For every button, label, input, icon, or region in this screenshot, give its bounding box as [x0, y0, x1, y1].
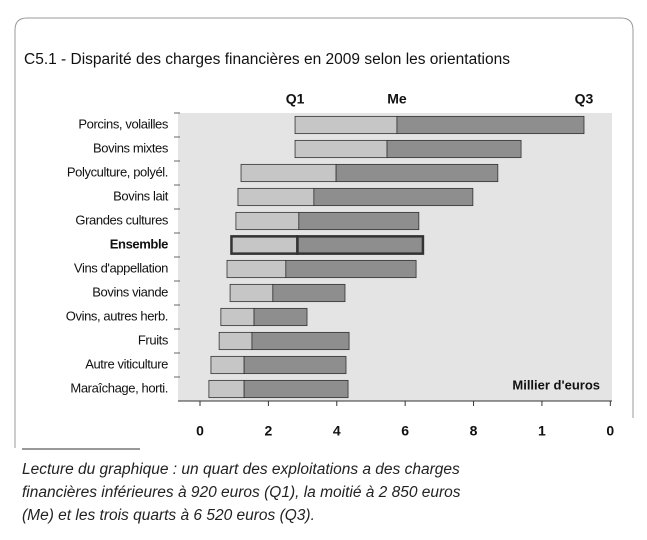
- x-tick-label: 2: [264, 423, 272, 439]
- legend-label: Me: [387, 91, 407, 107]
- x-tick-label: 4: [333, 423, 341, 439]
- category-label: Autre viticulture: [85, 356, 168, 371]
- bar-segment: [296, 235, 425, 255]
- x-tick-label: 8: [470, 423, 478, 439]
- category-label: Bovins lait: [113, 188, 169, 203]
- category-label: Porcins, volailles: [78, 116, 169, 131]
- bar-segment: [313, 187, 474, 207]
- bar-segment: [386, 139, 522, 159]
- bar-segment: [272, 283, 346, 303]
- category-label: Maraîchage, horti.: [70, 380, 168, 395]
- bar-segment: [294, 115, 398, 135]
- bar-segment: [253, 307, 308, 327]
- x-tick-label: 1: [538, 423, 546, 439]
- bar-segment: [335, 163, 499, 183]
- bar-segment: [218, 331, 253, 351]
- bar-segment: [396, 115, 585, 135]
- category-label: Fruits: [138, 332, 169, 347]
- bar-segment: [294, 139, 388, 159]
- bar-segment: [240, 163, 337, 183]
- x-tick-label: 0: [606, 423, 614, 439]
- bar-segment: [220, 307, 255, 327]
- bar-segment: [230, 235, 299, 255]
- category-label: Grandes cultures: [75, 212, 168, 227]
- bar-segment: [285, 259, 417, 279]
- footnote: Lecture du graphique : un quart des expl…: [22, 461, 460, 478]
- bar-segment: [229, 283, 274, 303]
- chart-title: C5.1 - Disparité des charges financières…: [24, 51, 510, 68]
- category-label: Ovins, autres herb.: [66, 308, 168, 323]
- bar-segment: [243, 355, 347, 375]
- bar-segment: [208, 379, 245, 399]
- category-label: Vins d'appellation: [74, 260, 168, 275]
- bar-segment: [298, 211, 420, 231]
- bar-segment: [251, 331, 350, 351]
- category-label: Bovins viande: [92, 284, 168, 299]
- bar-segment: [243, 379, 349, 399]
- bar-segment: [226, 259, 287, 279]
- bar-segment: [235, 211, 300, 231]
- plot-background: [178, 113, 612, 401]
- legend-label: Q3: [575, 91, 594, 107]
- footnote: financières inférieures à 920 euros (Q1)…: [22, 484, 461, 501]
- footnote: (Me) et les trois quarts à 6 520 euros (…: [22, 507, 315, 524]
- category-label: Bovins mixtes: [93, 140, 169, 155]
- x-tick-label: 0: [196, 423, 204, 439]
- bar-segment: [237, 187, 315, 207]
- x-tick-label: 6: [401, 423, 409, 439]
- annotation: Millier d'euros: [512, 377, 600, 392]
- legend-label: Q1: [286, 91, 305, 107]
- bar-segment: [210, 355, 245, 375]
- category-label: Ensemble: [110, 236, 168, 251]
- frame: [14, 17, 634, 448]
- category-label: Polyculture, polyél.: [67, 164, 168, 179]
